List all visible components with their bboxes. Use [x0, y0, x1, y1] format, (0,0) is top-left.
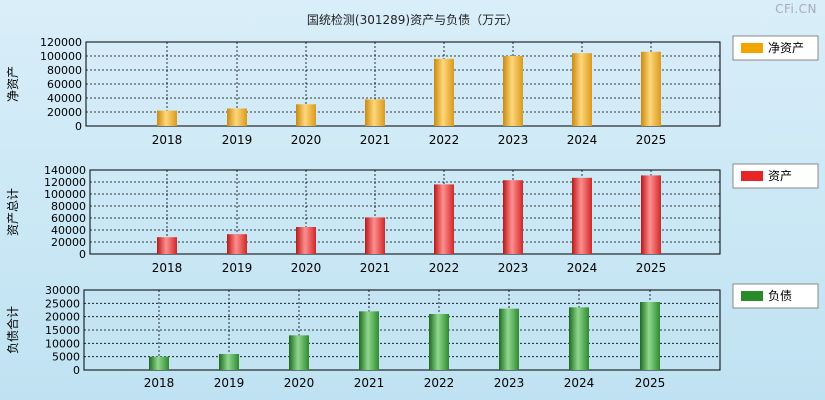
x-tick-label: 2018	[152, 261, 183, 275]
y-tick-label: 5000	[52, 351, 80, 364]
y-tick-label: 10000	[45, 337, 80, 350]
x-tick-label: 2021	[360, 133, 391, 147]
legend-swatch	[741, 171, 763, 181]
y-tick-label: 60000	[47, 78, 82, 91]
x-tick-label: 2020	[284, 376, 315, 390]
x-tick-label: 2025	[636, 133, 667, 147]
bar-2019	[227, 108, 247, 126]
bar-2021	[359, 311, 379, 370]
bar-2020	[289, 335, 309, 370]
bar-2025	[641, 51, 661, 126]
x-tick-label: 2023	[494, 376, 525, 390]
bar-2018	[157, 110, 177, 126]
bar-2022	[434, 58, 454, 126]
x-tick-label: 2024	[567, 133, 598, 147]
x-tick-label: 2025	[635, 376, 666, 390]
y-tick-label: 30000	[45, 284, 80, 297]
x-tick-label: 2020	[291, 261, 322, 275]
y-tick-label: 120000	[40, 36, 82, 49]
x-tick-label: 2021	[354, 376, 385, 390]
y-tick-label: 20000	[45, 311, 80, 324]
x-tick-label: 2022	[429, 133, 460, 147]
bar-2025	[641, 175, 661, 254]
bar-2024	[572, 177, 592, 254]
bar-2019	[219, 354, 239, 370]
y-axis-label: 资产总计	[6, 188, 20, 236]
x-tick-label: 2018	[152, 133, 183, 147]
chart-title: 国统检测(301289)资产与负债（万元）	[306, 13, 519, 27]
x-tick-label: 2021	[360, 261, 391, 275]
x-tick-label: 2023	[498, 261, 529, 275]
bar-2022	[434, 184, 454, 254]
y-tick-label: 100000	[44, 188, 86, 201]
x-tick-label: 2022	[424, 376, 455, 390]
x-tick-label: 2020	[291, 133, 322, 147]
bar-2018	[157, 237, 177, 254]
y-axis-label: 净资产	[6, 66, 20, 102]
bar-2025	[640, 302, 660, 370]
bar-2020	[296, 227, 316, 254]
bar-2019	[227, 234, 247, 254]
x-tick-label: 2025	[636, 261, 667, 275]
y-tick-label: 0	[73, 364, 80, 377]
bar-2024	[572, 53, 592, 127]
legend-label: 资产	[768, 169, 792, 183]
bar-2023	[503, 56, 523, 126]
y-axis-label: 负债合计	[5, 306, 20, 354]
legend-label: 负债	[768, 289, 792, 303]
y-tick-label: 100000	[40, 50, 82, 63]
bar-2018	[149, 356, 169, 370]
bar-2021	[365, 99, 385, 126]
y-tick-label: 80000	[47, 64, 82, 77]
bar-2023	[499, 308, 519, 370]
watermark: CFi.CN	[775, 2, 817, 16]
y-tick-label: 40000	[51, 224, 86, 237]
y-tick-label: 15000	[45, 324, 80, 337]
y-tick-label: 120000	[44, 176, 86, 189]
x-tick-label: 2024	[564, 376, 595, 390]
x-tick-label: 2019	[222, 133, 253, 147]
bar-2021	[365, 217, 385, 254]
plot-frame	[89, 169, 721, 255]
x-tick-label: 2018	[144, 376, 175, 390]
x-tick-label: 2023	[498, 133, 529, 147]
bar-2020	[296, 104, 316, 126]
y-tick-label: 20000	[51, 236, 86, 249]
x-tick-label: 2019	[214, 376, 245, 390]
y-tick-label: 0	[79, 248, 86, 261]
y-tick-label: 140000	[44, 164, 86, 177]
y-tick-label: 20000	[47, 106, 82, 119]
y-tick-label: 60000	[51, 212, 86, 225]
legend-swatch	[741, 43, 763, 53]
bar-2023	[503, 180, 523, 254]
bar-2024	[569, 307, 589, 370]
y-tick-label: 40000	[47, 92, 82, 105]
x-tick-label: 2024	[567, 261, 598, 275]
y-tick-label: 0	[75, 120, 82, 133]
y-tick-label: 25000	[45, 297, 80, 310]
x-tick-label: 2019	[222, 261, 253, 275]
legend-swatch	[741, 291, 763, 301]
bar-2022	[429, 314, 449, 370]
x-tick-label: 2022	[429, 261, 460, 275]
legend-label: 净资产	[768, 41, 804, 55]
y-tick-label: 80000	[51, 200, 86, 213]
